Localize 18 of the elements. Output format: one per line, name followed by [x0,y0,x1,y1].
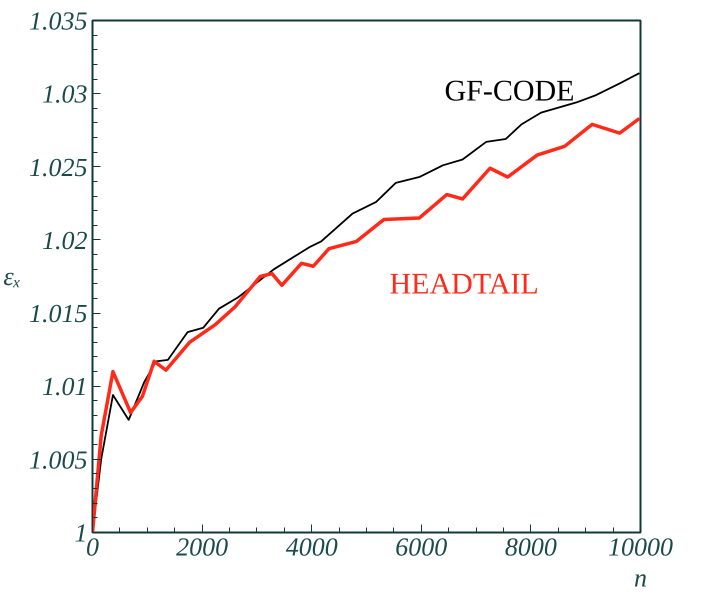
series-label: GF-CODE [444,74,575,108]
y-tick-label: 1.015 [29,299,88,328]
y-tick-label: 1.035 [29,6,88,36]
y-tick-label: 1.03 [42,80,88,109]
x-tick-label: 4000 [286,532,338,562]
x-tick-label: 10000 [608,532,673,562]
x-tick-label: 0 [86,532,99,562]
y-tick-label: 1.005 [29,445,88,474]
series-label: HEADTAIL [390,268,539,300]
y-axis-title: εₓ [3,262,22,291]
y-tick-label: 1.025 [29,152,88,182]
y-tick-label: 1 [74,518,88,548]
x-tick-label: 8000 [504,532,557,562]
y-tick-label: 1.01 [42,372,88,402]
x-tick-label: 6000 [395,532,448,562]
x-tick-label: 2000 [176,532,228,562]
x-axis-title: n [634,564,647,592]
y-tick-label: 1.02 [42,226,88,255]
